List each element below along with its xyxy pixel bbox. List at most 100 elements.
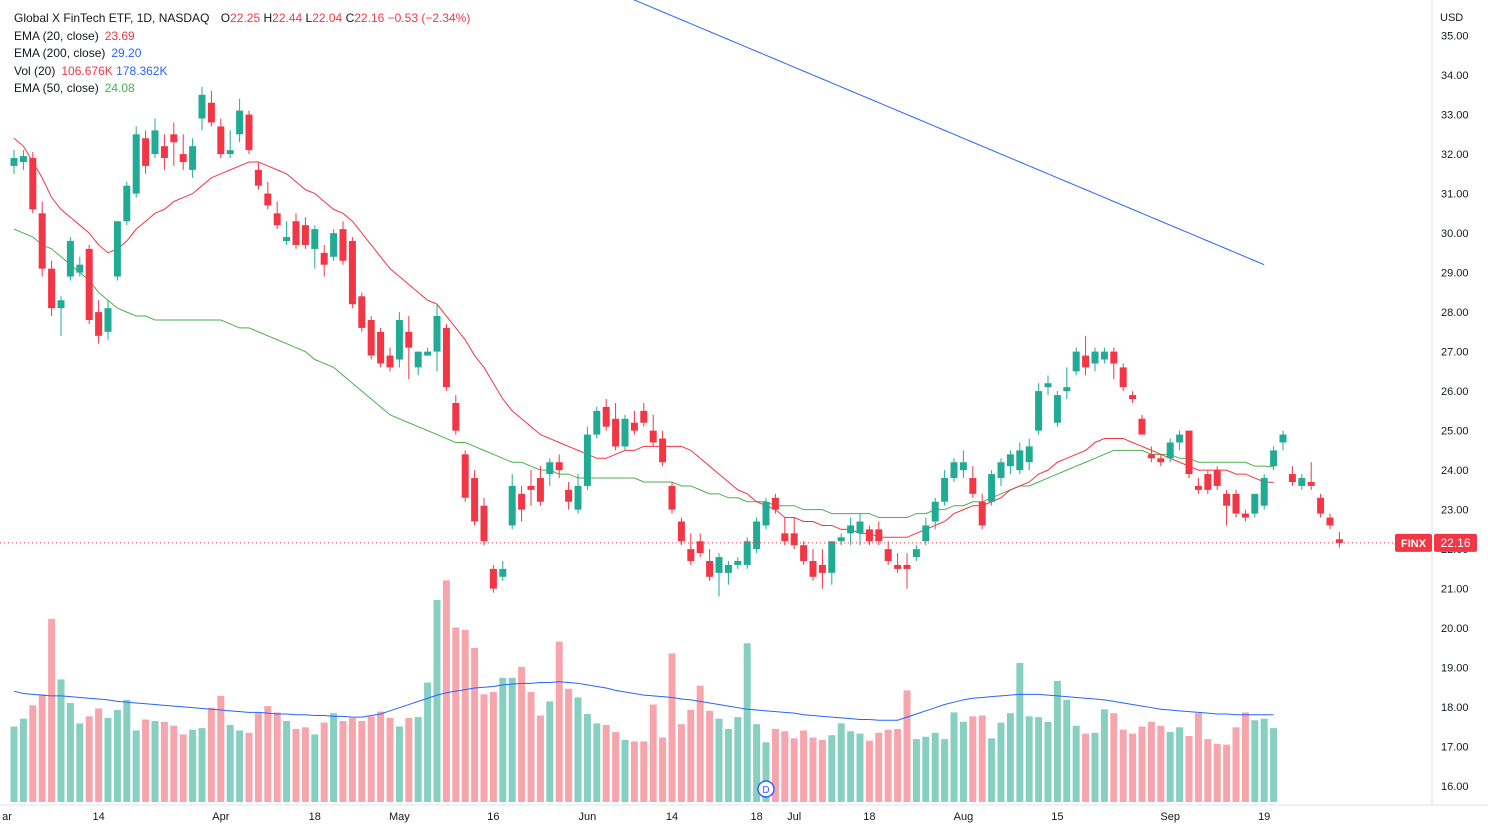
candle-body	[1176, 434, 1184, 443]
candle-body	[19, 156, 27, 162]
chart-legend: Global X FinTech ETF, 1D, NASDAQ O22.25 …	[14, 10, 470, 98]
volume-ma-line	[13, 681, 1274, 721]
candle-body	[593, 410, 601, 435]
volume-bar	[320, 722, 328, 802]
volume-bar	[1241, 712, 1249, 802]
candle-body	[104, 308, 112, 332]
time-axis[interactable]: ar 14 Apr 18 May 16 Jun 14 18 Jul 18 Aug 15 Sep 19	[0, 804, 1488, 823]
legend-row-symbol[interactable]: Global X FinTech ETF, 1D, NASDAQ O22.25 …	[14, 10, 470, 28]
volume-bar	[217, 695, 225, 802]
legend-row-ema200[interactable]: EMA (200, close) 29.20	[14, 46, 142, 60]
candle-body	[452, 402, 460, 431]
volume-bar	[1157, 725, 1165, 802]
volume-bar	[1147, 721, 1155, 802]
volume-bar	[377, 711, 385, 802]
volume-bar	[715, 718, 723, 802]
time-tick-label: Jul	[787, 811, 801, 823]
candle-body	[217, 126, 225, 155]
volume-bar	[941, 739, 949, 802]
candle-body	[424, 351, 432, 356]
volume-bar	[19, 718, 27, 802]
volume-bar	[583, 713, 591, 802]
candle-body	[48, 268, 56, 309]
volume-bar	[414, 717, 422, 802]
volume-bar	[508, 677, 516, 802]
candle-body	[602, 406, 610, 427]
candle-body	[649, 430, 657, 443]
candle-body	[339, 229, 347, 261]
volume-bar	[489, 691, 497, 802]
price-tick-label: 23.00	[1441, 505, 1469, 517]
candle-body	[715, 557, 723, 573]
candle-body	[76, 264, 84, 273]
candle-body	[1063, 387, 1071, 392]
volume-bar	[724, 728, 732, 802]
price-tick-label: 28.00	[1441, 307, 1469, 319]
time-tick-label: 18	[309, 811, 321, 823]
candle-body	[38, 213, 46, 269]
dividend-marker[interactable]: D	[757, 780, 775, 798]
candle-body	[226, 150, 234, 155]
change-value: −0.53 (−2.34%)	[387, 11, 471, 25]
volume-bar	[696, 685, 704, 802]
volume-bar	[536, 715, 544, 802]
volume-bar	[1016, 662, 1024, 802]
volume-bar	[790, 738, 798, 802]
volume-bar	[1091, 732, 1099, 802]
candle-body	[1232, 493, 1240, 514]
time-tick-label: Jun	[579, 811, 597, 823]
candles	[10, 86, 1343, 597]
candle-body	[536, 478, 544, 502]
candle-body	[894, 564, 902, 569]
volume-bar	[1138, 726, 1146, 802]
ema50-path	[13, 228, 1274, 519]
candle-body	[264, 193, 272, 206]
candle-body	[583, 434, 591, 486]
volume-bar	[762, 742, 770, 802]
volume-bar	[1100, 709, 1108, 802]
candle-body	[236, 110, 244, 135]
volume-bar	[969, 716, 977, 802]
candle-body	[687, 549, 695, 562]
volume-bar	[950, 712, 958, 802]
legend-row-volume[interactable]: Vol (20) 106.676K 178.362K	[14, 63, 168, 78]
volume-bar	[132, 730, 140, 802]
candle-body	[696, 541, 704, 554]
candle-body	[1298, 478, 1306, 486]
candle-body	[555, 462, 563, 471]
volume-bar	[1223, 744, 1231, 802]
badge-symbol: FINX	[1401, 538, 1427, 550]
volume-bar	[170, 725, 178, 802]
volume-bar	[1213, 743, 1221, 802]
candle-body	[395, 320, 403, 360]
volume-bar	[348, 717, 356, 802]
time-tick-label: Sep	[1160, 811, 1180, 823]
volume-bar	[10, 726, 18, 802]
volume-bar	[113, 710, 121, 802]
price-tick-label: 32.00	[1441, 149, 1469, 161]
volume-bar	[1232, 727, 1240, 802]
volume-bar	[687, 710, 695, 802]
price-tick-label: 27.00	[1441, 347, 1469, 359]
volume-bar	[499, 677, 507, 802]
volume-bar	[884, 729, 892, 802]
candle-body	[988, 474, 996, 502]
candle-body	[856, 521, 864, 534]
legend-row-ema20[interactable]: EMA (20, close) 23.69	[14, 28, 135, 43]
candle-body	[433, 316, 441, 352]
candle-body	[978, 501, 986, 526]
candle-body	[1288, 474, 1296, 482]
candle-body	[837, 537, 845, 542]
price-axis[interactable]: 35.00 34.00 33.00 32.00 31.00 30.00 29.00 28.00…	[1431, 0, 1469, 805]
volume-bar	[903, 690, 911, 802]
candle-body	[612, 418, 620, 447]
candle-body	[170, 134, 178, 143]
volume-bar	[1119, 729, 1127, 802]
last-price-badge: FINX 22.16	[1395, 533, 1477, 552]
candle-body	[875, 529, 883, 542]
candle-body	[1119, 367, 1127, 388]
volume-bar	[433, 600, 441, 802]
legend-row-ema50[interactable]: EMA (50, close) 24.08	[14, 81, 135, 95]
candle-body	[1082, 355, 1090, 368]
